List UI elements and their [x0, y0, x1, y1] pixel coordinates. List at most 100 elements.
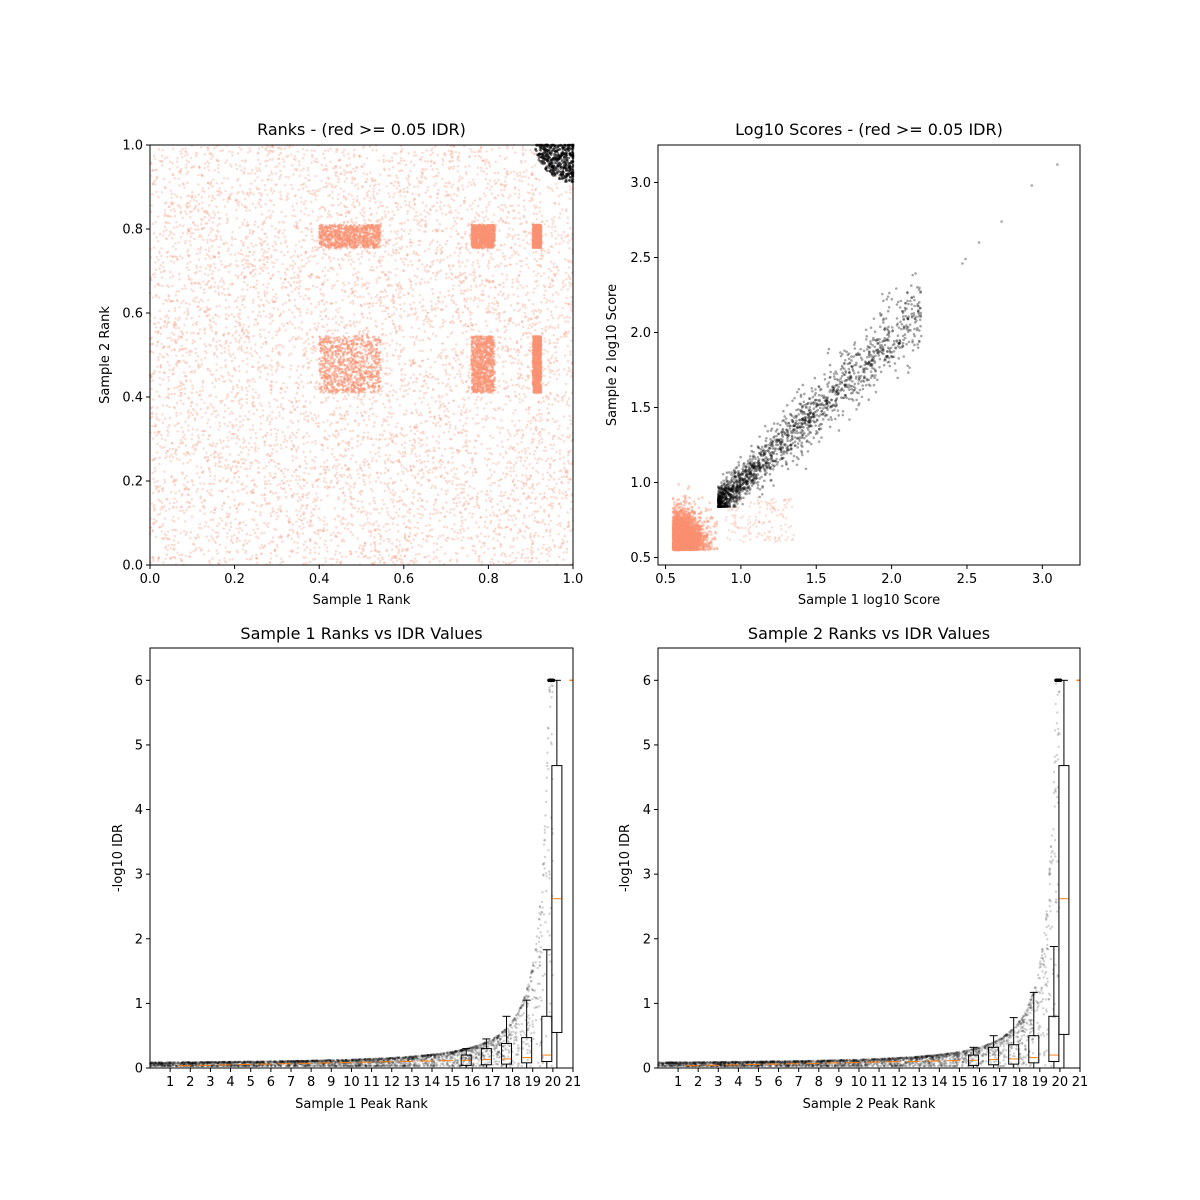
ranks-point: [216, 525, 218, 527]
ranks-point: [278, 344, 280, 346]
ranks-point: [306, 149, 308, 151]
ranks-point: [359, 464, 361, 466]
ranks-point: [381, 271, 383, 273]
ranks-point: [505, 171, 507, 173]
ranks-point: [189, 244, 191, 246]
ranks-point: [348, 157, 350, 159]
ranks-point: [477, 259, 479, 261]
ranks-point: [480, 147, 482, 149]
ranks-point: [413, 534, 415, 536]
ranks-point: [219, 439, 221, 441]
ranks-point: [257, 201, 259, 203]
ranks-point: [273, 444, 275, 446]
ranks-point: [242, 241, 244, 243]
ranks-point: [275, 433, 277, 435]
ranks-point: [512, 537, 514, 539]
ranks-point: [547, 381, 549, 383]
ranks-point: [268, 152, 270, 154]
ranks-point: [441, 212, 443, 214]
ranks-point: [453, 348, 455, 350]
ranks-point: [543, 294, 545, 296]
ranks-point: [187, 255, 189, 257]
ranks-point: [178, 490, 180, 492]
ranks-point: [349, 301, 351, 303]
ranks-point: [229, 522, 231, 524]
ranks-point: [478, 507, 480, 509]
ranks-point: [170, 547, 172, 549]
ranks-point: [191, 414, 193, 416]
ranks-point: [507, 429, 509, 431]
ranks-point: [469, 467, 471, 469]
ranks-point: [432, 422, 434, 424]
ranks-point: [240, 458, 242, 460]
ranks-point: [557, 324, 559, 326]
ranks-point: [314, 150, 316, 152]
ranks-point: [225, 299, 227, 301]
ranks-point: [249, 379, 251, 381]
ranks-point: [322, 248, 324, 250]
ranks-point: [549, 529, 551, 531]
ranks-point: [568, 261, 570, 263]
ranks-point: [469, 155, 471, 157]
ranks-point: [291, 529, 293, 531]
ranks-point: [240, 148, 242, 150]
ranks-point: [215, 396, 217, 398]
ranks-point: [251, 355, 253, 357]
ranks-point: [458, 406, 460, 408]
ranks-point: [471, 460, 473, 462]
ranks-point: [525, 220, 527, 222]
ranks-point: [427, 454, 429, 456]
ranks-point: [553, 373, 555, 375]
ranks-point: [286, 515, 288, 517]
ranks-point: [177, 430, 179, 432]
ranks-point: [520, 222, 522, 224]
ranks-point: [536, 218, 538, 220]
ranks-point: [392, 249, 394, 251]
ranks-point: [388, 554, 390, 556]
ranks-point: [349, 474, 351, 476]
ranks-point: [225, 364, 227, 366]
ranks-point: [383, 430, 385, 432]
ranks-point: [348, 282, 350, 284]
ranks-point: [518, 189, 520, 191]
ranks-point: [373, 561, 375, 563]
ranks-point: [253, 324, 255, 326]
ranks-point: [393, 295, 395, 297]
ranks-point: [173, 393, 175, 395]
ranks-point: [439, 512, 441, 514]
ranks-point: [551, 418, 553, 420]
ranks-point: [367, 437, 369, 439]
ranks-point: [241, 529, 243, 531]
ranks-point: [438, 407, 440, 409]
ranks-point: [257, 226, 259, 228]
ranks-point: [508, 432, 510, 434]
ranks-point: [284, 302, 286, 304]
ranks-point: [500, 419, 502, 421]
ranks-point: [521, 474, 523, 476]
ranks-point: [256, 352, 258, 354]
ranks-point: [312, 501, 314, 503]
ranks-point: [447, 290, 449, 292]
ranks-point: [154, 169, 156, 171]
ranks-point: [484, 195, 486, 197]
ranks-point: [292, 265, 294, 267]
ranks-point: [376, 266, 378, 268]
ranks-point: [567, 274, 569, 276]
ranks-point: [252, 230, 254, 232]
ranks-point: [266, 355, 268, 357]
ranks-point: [228, 306, 230, 308]
ranks-point: [297, 536, 299, 538]
ranks-point: [381, 358, 383, 360]
ranks-point: [478, 155, 480, 157]
ranks-point: [411, 546, 413, 548]
ranks-point: [421, 461, 423, 463]
ranks-point: [203, 483, 205, 485]
ranks-point: [219, 191, 221, 193]
ranks-point: [344, 495, 346, 497]
ranks-point: [255, 287, 257, 289]
ranks-point: [362, 550, 364, 552]
ranks-point: [287, 269, 289, 271]
ranks-point: [449, 268, 451, 270]
ranks-point: [511, 286, 513, 288]
ranks-point: [417, 254, 419, 256]
